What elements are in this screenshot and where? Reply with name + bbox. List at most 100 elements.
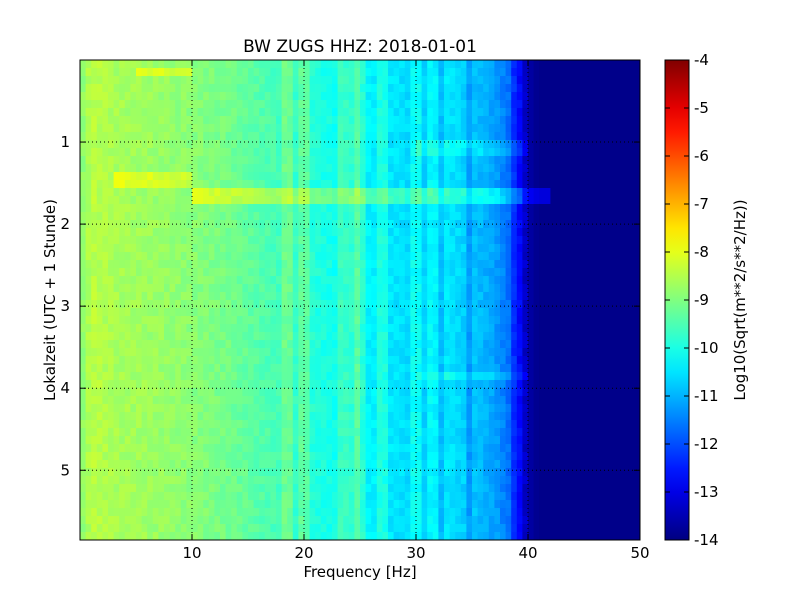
heatmap-cell [572, 156, 579, 165]
heatmap-cell [567, 156, 574, 165]
heatmap-cell [231, 164, 238, 173]
heatmap-cell [477, 92, 484, 101]
heatmap-cell [365, 324, 372, 333]
heatmap-cell [197, 148, 204, 157]
heatmap-cell [371, 340, 378, 349]
heatmap-cell [80, 436, 87, 445]
heatmap-cell [220, 284, 227, 293]
heatmap-cell [522, 428, 529, 437]
heatmap-cell [516, 180, 523, 189]
heatmap-cell [516, 268, 523, 277]
heatmap-cell [371, 196, 378, 205]
heatmap-cell [96, 212, 103, 221]
heatmap-cell [102, 172, 109, 181]
heatmap-cell [466, 324, 473, 333]
heatmap-cell [119, 84, 126, 93]
heatmap-cell [572, 364, 579, 373]
heatmap-cell [242, 180, 249, 189]
heatmap-cell [376, 204, 383, 213]
heatmap-cell [606, 436, 613, 445]
heatmap-cell [315, 284, 322, 293]
heatmap-cell [337, 292, 344, 301]
heatmap-cell [186, 420, 193, 429]
heatmap-cell [376, 276, 383, 285]
heatmap-cell [449, 76, 456, 85]
heatmap-cell [449, 444, 456, 453]
heatmap-cell [119, 196, 126, 205]
heatmap-cell [511, 188, 518, 197]
heatmap-cell [365, 132, 372, 141]
heatmap-cell [281, 212, 288, 221]
heatmap-cell [102, 372, 109, 381]
heatmap-cell [147, 212, 154, 221]
heatmap-cell [578, 340, 585, 349]
heatmap-cell [113, 212, 120, 221]
heatmap-cell [287, 372, 294, 381]
heatmap-cell [539, 404, 546, 413]
heatmap-cell [242, 92, 249, 101]
heatmap-cell [264, 420, 271, 429]
heatmap-cell [158, 404, 165, 413]
heatmap-cell [388, 292, 395, 301]
heatmap-cell [399, 436, 406, 445]
heatmap-cell [270, 412, 277, 421]
heatmap-cell [399, 68, 406, 77]
heatmap-cell [292, 316, 299, 325]
heatmap-cell [141, 332, 148, 341]
heatmap-cell [231, 412, 238, 421]
heatmap-cell [130, 316, 137, 325]
heatmap-cell [119, 236, 126, 245]
heatmap-cell [332, 220, 339, 229]
heatmap-cell [85, 268, 92, 277]
heatmap-cell [231, 300, 238, 309]
heatmap-cell [158, 324, 165, 333]
heatmap-cell [606, 380, 613, 389]
heatmap-cell [416, 428, 423, 437]
heatmap-cell [388, 60, 395, 69]
heatmap-cell [472, 364, 479, 373]
heatmap-cell [203, 84, 210, 93]
heatmap-cell [382, 108, 389, 117]
heatmap-cell [393, 412, 400, 421]
heatmap-cell [119, 420, 126, 429]
heatmap-cell [483, 228, 490, 237]
heatmap-cell [438, 324, 445, 333]
heatmap-cell [242, 188, 249, 197]
heatmap-cell [561, 332, 568, 341]
heatmap-cell [561, 372, 568, 381]
heatmap-cell [561, 356, 568, 365]
heatmap-cell [404, 68, 411, 77]
heatmap-cell [343, 404, 350, 413]
heatmap-cell [572, 420, 579, 429]
heatmap-cell [494, 396, 501, 405]
heatmap-cell [208, 236, 215, 245]
heatmap-cell [320, 124, 327, 133]
heatmap-cell [488, 444, 495, 453]
heatmap-cell [124, 292, 131, 301]
heatmap-cell [360, 452, 367, 461]
heatmap-cell [544, 132, 551, 141]
heatmap-cell [248, 68, 255, 77]
heatmap-cell [169, 284, 176, 293]
heatmap-cell [460, 444, 467, 453]
heatmap-cell [539, 356, 546, 365]
heatmap-cell [242, 404, 249, 413]
heatmap-cell [276, 204, 283, 213]
heatmap-cell [393, 188, 400, 197]
heatmap-cell [225, 292, 232, 301]
heatmap-cell [175, 236, 182, 245]
heatmap-cell [119, 444, 126, 453]
heatmap-cell [225, 412, 232, 421]
heatmap-cell [108, 236, 115, 245]
heatmap-cell [606, 164, 613, 173]
heatmap-cell [382, 292, 389, 301]
heatmap-cell [264, 276, 271, 285]
heatmap-cell [225, 332, 232, 341]
heatmap-cell [410, 364, 417, 373]
heatmap-cell [410, 236, 417, 245]
heatmap-cell [410, 356, 417, 365]
heatmap-cell [572, 436, 579, 445]
heatmap-cell [175, 364, 182, 373]
heatmap-cell [276, 172, 283, 181]
heatmap-cell [292, 452, 299, 461]
